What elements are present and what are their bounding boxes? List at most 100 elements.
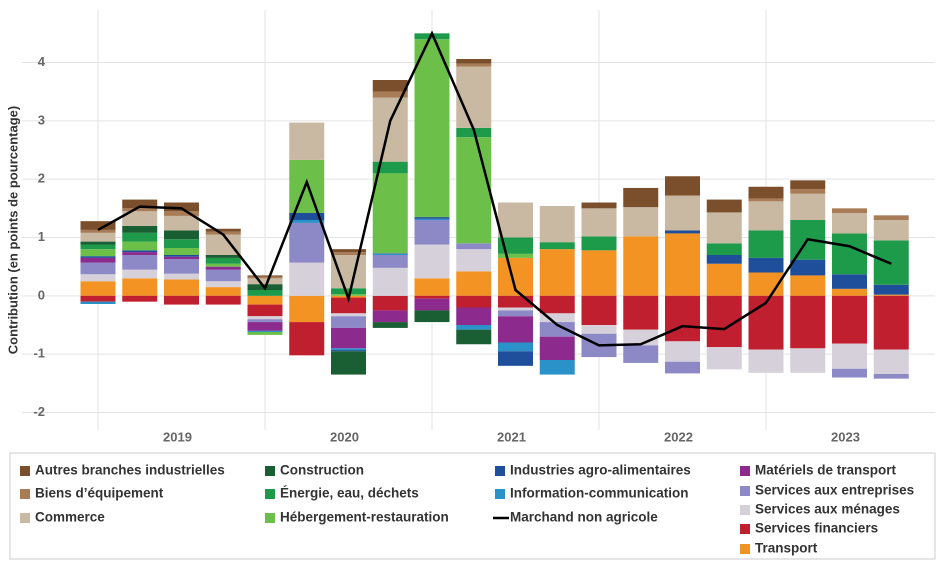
bar-segment (539, 206, 575, 243)
legend-swatch (495, 466, 505, 476)
bar-segment (80, 229, 116, 233)
bar-segment (832, 368, 867, 378)
bar-segment (164, 256, 199, 260)
bar-segment (164, 211, 199, 216)
bar-segment (873, 294, 909, 296)
bar-segment (205, 266, 241, 270)
bar-segment (372, 97, 408, 162)
bar-segment (164, 248, 199, 255)
bar-segment (456, 325, 492, 330)
bar-segment (331, 327, 366, 349)
y-tick-label: -1 (33, 346, 45, 361)
legend-label: Industries agro-alimentaires (510, 463, 691, 478)
bar-segment (205, 295, 241, 305)
x-tick-label: 2021 (497, 429, 526, 444)
bar-segment (706, 255, 742, 264)
bar-segment (331, 350, 366, 352)
bar-segment (205, 228, 241, 232)
bar-segment (331, 351, 366, 375)
bar-segment (581, 202, 617, 209)
bar-segment (414, 298, 450, 311)
bar-segment (289, 213, 325, 220)
bar-segment (247, 278, 283, 285)
bar-segment (539, 322, 575, 337)
bar-segment (331, 297, 366, 314)
bar-segment (372, 173, 408, 254)
bar-segment (456, 63, 492, 67)
bar-segment (247, 322, 283, 331)
bar-segment (122, 211, 158, 226)
bar-segment (581, 208, 617, 237)
bar-segment (205, 257, 241, 264)
bar-segment (665, 233, 700, 296)
bar-segment (706, 212, 742, 244)
bar-segment (80, 244, 116, 250)
bar-segment (790, 348, 826, 373)
bar-segment (247, 330, 283, 332)
bar-segment (414, 220, 450, 245)
bar-segment (832, 288, 867, 296)
y-tick-label: 3 (38, 112, 45, 127)
bar-segment (498, 307, 533, 311)
bar-segment (665, 195, 700, 231)
legend-label: Autres branches industrielles (35, 463, 225, 478)
bar-segment (247, 319, 283, 323)
legend-label: Information-communication (510, 486, 689, 501)
bar-segment (247, 316, 283, 320)
bar-segment (498, 295, 533, 308)
legend-swatch (740, 505, 750, 515)
bar-segment (748, 201, 784, 231)
bar-segment (456, 66, 492, 128)
bar-segment (665, 176, 700, 196)
bar-segment (372, 295, 408, 311)
bar-segment (164, 230, 199, 240)
bar-segment (748, 198, 784, 202)
bar-segment (247, 332, 283, 335)
legend-label: Services aux entreprises (755, 483, 914, 498)
bar-segment (80, 257, 116, 263)
bar-segment (331, 348, 366, 351)
y-tick-label: 2 (38, 171, 45, 186)
legend-swatch (495, 489, 505, 499)
bar-segment (414, 218, 450, 220)
bar-segment (80, 295, 116, 302)
legend-label: Marchand non agricole (510, 510, 658, 525)
legend-swatch (265, 466, 275, 476)
bar-segment (372, 310, 408, 323)
bar-segment (873, 295, 909, 350)
x-tick-label: 2020 (330, 429, 359, 444)
bar-segment (873, 349, 909, 374)
bar-segment (539, 295, 575, 314)
bar-segment (80, 281, 116, 296)
bar-segment (748, 186, 784, 199)
bar-segment (498, 316, 533, 343)
bar-segment (372, 253, 408, 254)
bar-segment (456, 295, 492, 308)
bar-segment (122, 232, 158, 242)
bar-segment (122, 199, 158, 209)
y-tick-label: -2 (33, 404, 45, 419)
legend-swatch (265, 513, 275, 523)
bar-segment (748, 257, 784, 273)
bar-segment (164, 295, 199, 305)
bar-segment (498, 237, 533, 254)
bar-segment (289, 222, 325, 263)
bar-segment (289, 262, 325, 296)
legend-swatch (740, 524, 750, 534)
bar-segment (164, 202, 199, 212)
bar-segment (247, 275, 283, 277)
bar-segment (247, 290, 283, 296)
bar-segment (122, 295, 158, 302)
bar-segment (623, 236, 659, 296)
bar-segment (539, 313, 575, 323)
legend-swatch (740, 486, 750, 496)
legend-label: Services financiers (755, 521, 878, 536)
legend-swatch (20, 489, 30, 499)
bar-segment (790, 180, 826, 190)
bar-segment (372, 253, 408, 255)
bar-segment (164, 259, 199, 274)
bar-segment (873, 220, 909, 241)
bar-segment (80, 232, 116, 242)
bar-segment (456, 243, 492, 250)
bar-segment (706, 263, 742, 296)
